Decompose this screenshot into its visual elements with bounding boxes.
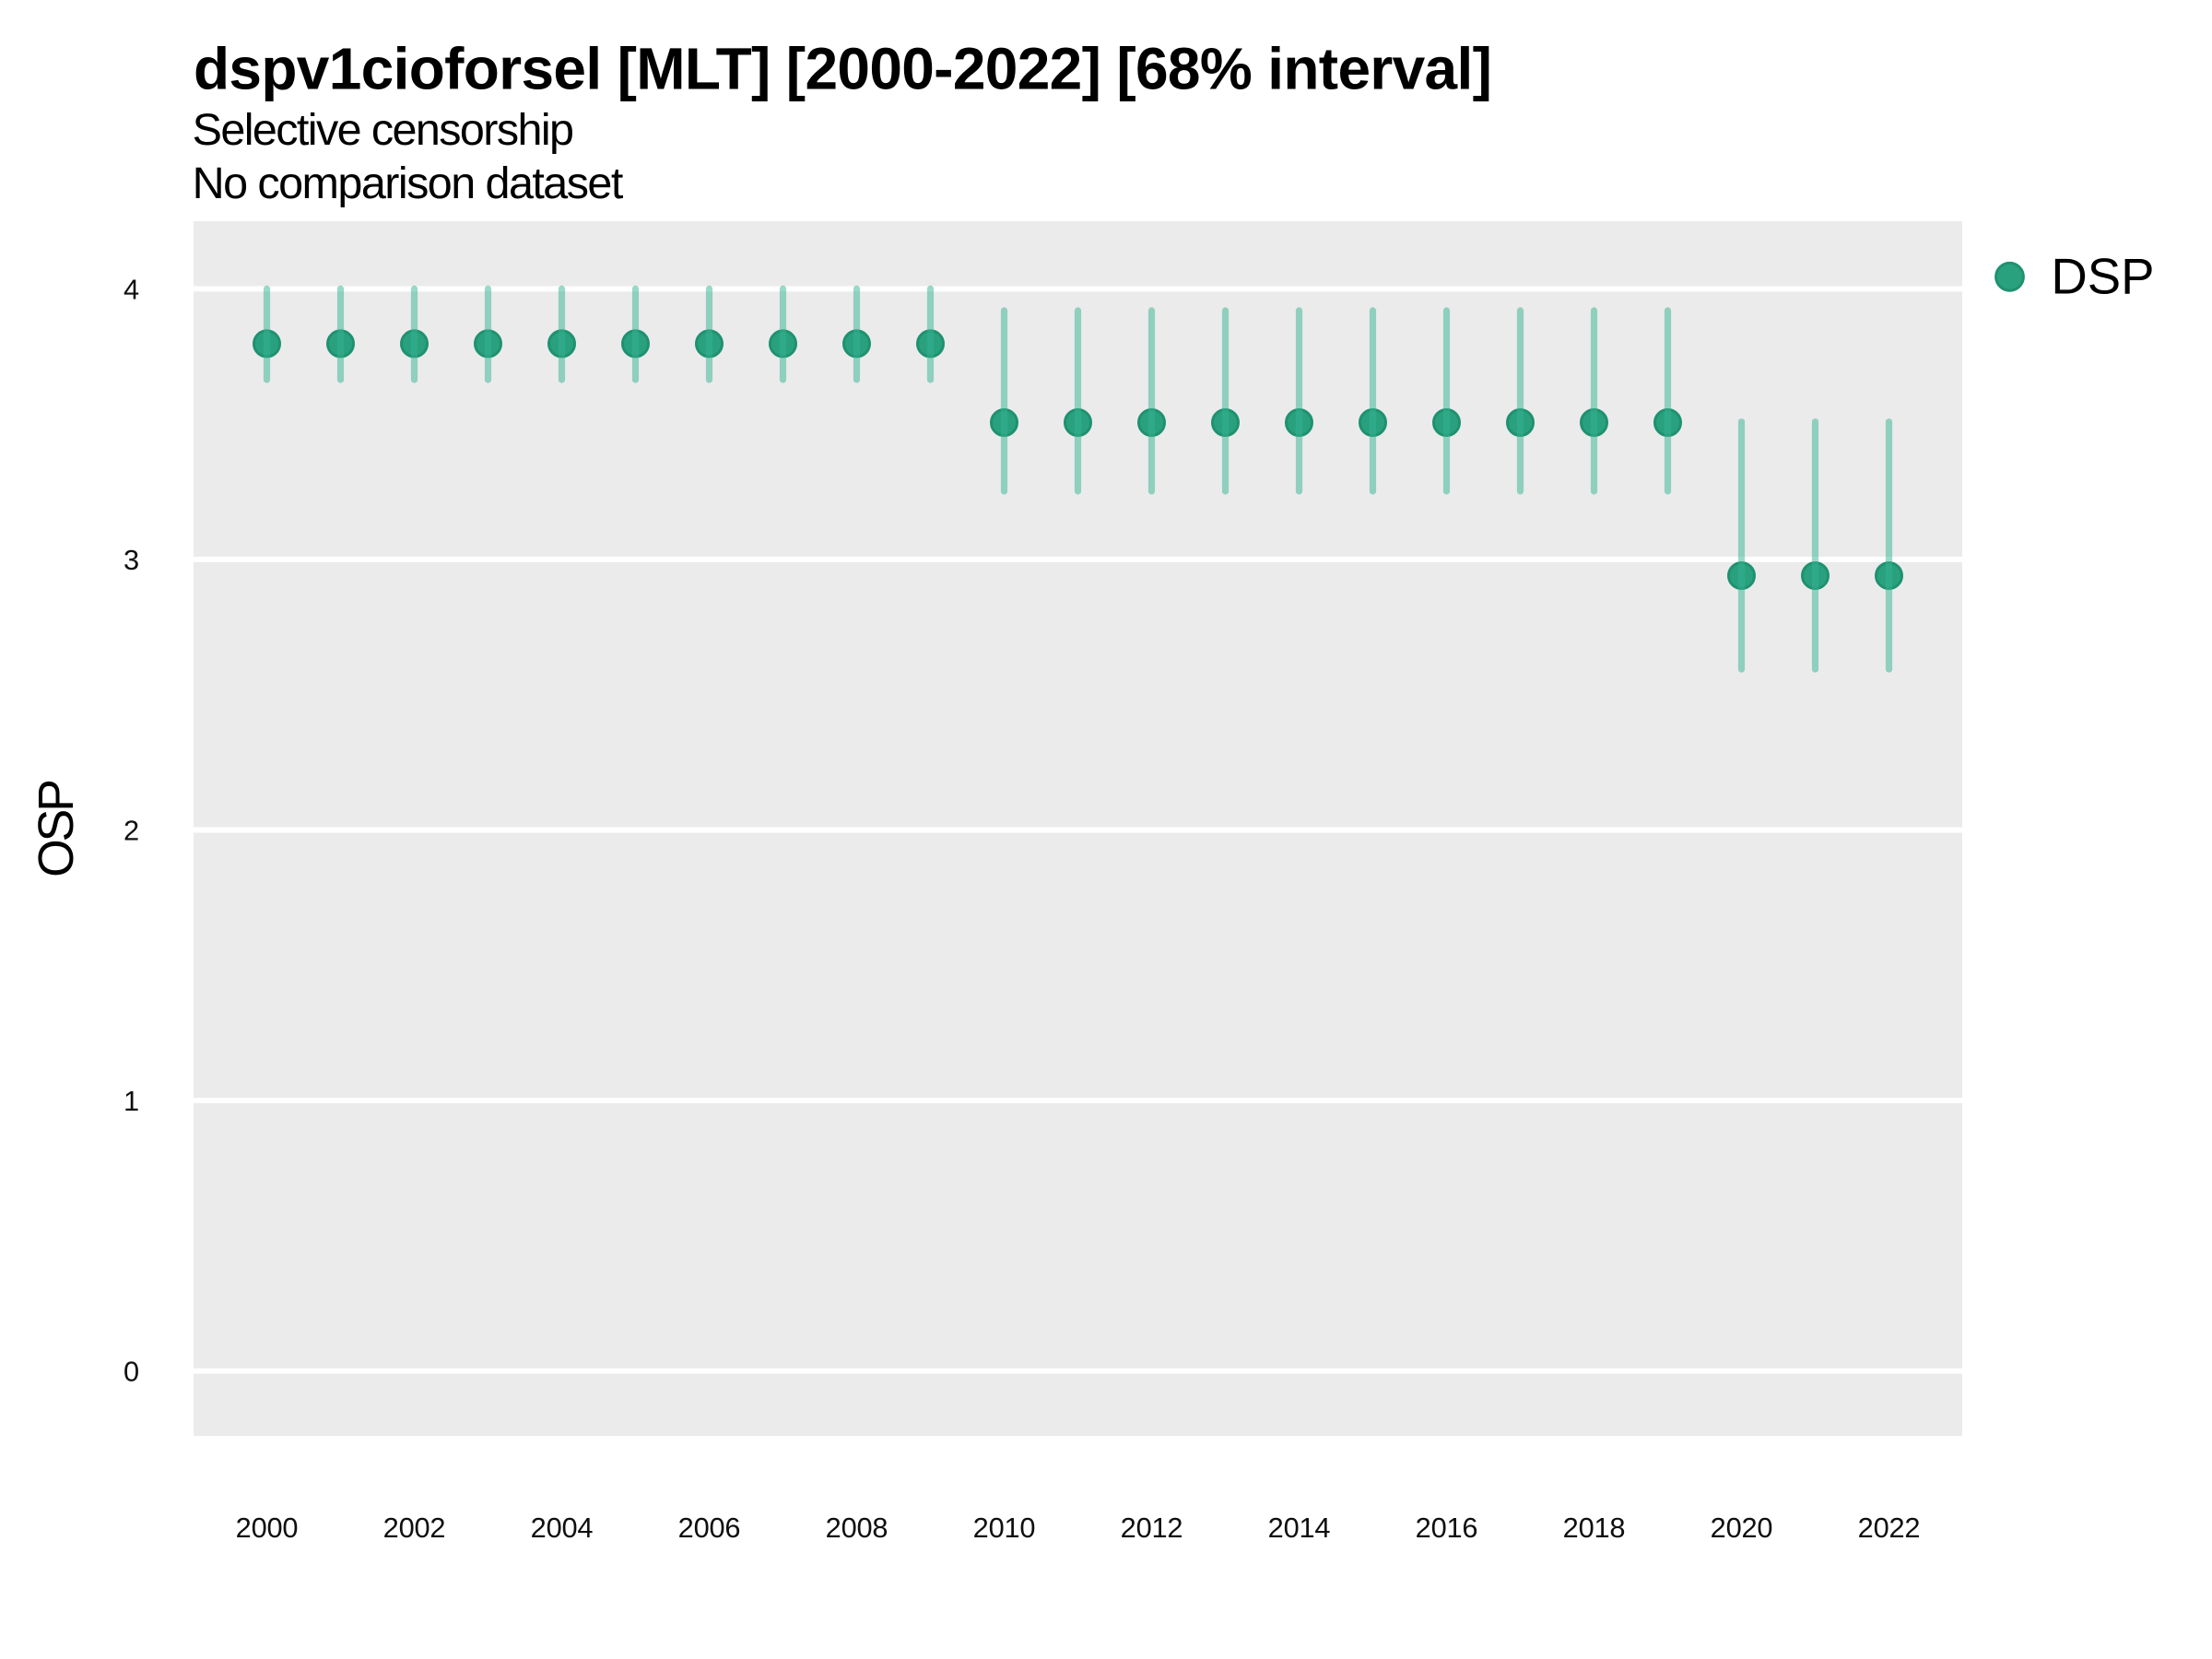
svg-text:Selective censorship: Selective censorship <box>193 105 573 155</box>
svg-text:2022: 2022 <box>1858 1512 1921 1544</box>
svg-text:2000: 2000 <box>236 1512 299 1544</box>
svg-text:0: 0 <box>124 1356 139 1388</box>
svg-text:2002: 2002 <box>383 1512 446 1544</box>
svg-text:3: 3 <box>124 544 139 576</box>
svg-text:dspv1cioforsel [MLT] [2000-202: dspv1cioforsel [MLT] [2000-2022] [68% in… <box>194 36 1491 102</box>
svg-text:4: 4 <box>124 274 139 306</box>
svg-text:No comparison dataset: No comparison dataset <box>193 159 624 208</box>
svg-text:2006: 2006 <box>678 1512 741 1544</box>
svg-text:2016: 2016 <box>1416 1512 1478 1544</box>
svg-text:2014: 2014 <box>1268 1512 1331 1544</box>
svg-text:2020: 2020 <box>1711 1512 1773 1544</box>
svg-text:2: 2 <box>124 815 139 847</box>
svg-text:2004: 2004 <box>531 1512 594 1544</box>
svg-text:2008: 2008 <box>826 1512 888 1544</box>
svg-text:OSP: OSP <box>29 782 84 877</box>
svg-text:2010: 2010 <box>973 1512 1036 1544</box>
svg-text:2018: 2018 <box>1563 1512 1626 1544</box>
svg-text:1: 1 <box>124 1085 139 1117</box>
svg-text:2012: 2012 <box>1121 1512 1183 1544</box>
svg-text:DSP: DSP <box>2051 248 2154 304</box>
